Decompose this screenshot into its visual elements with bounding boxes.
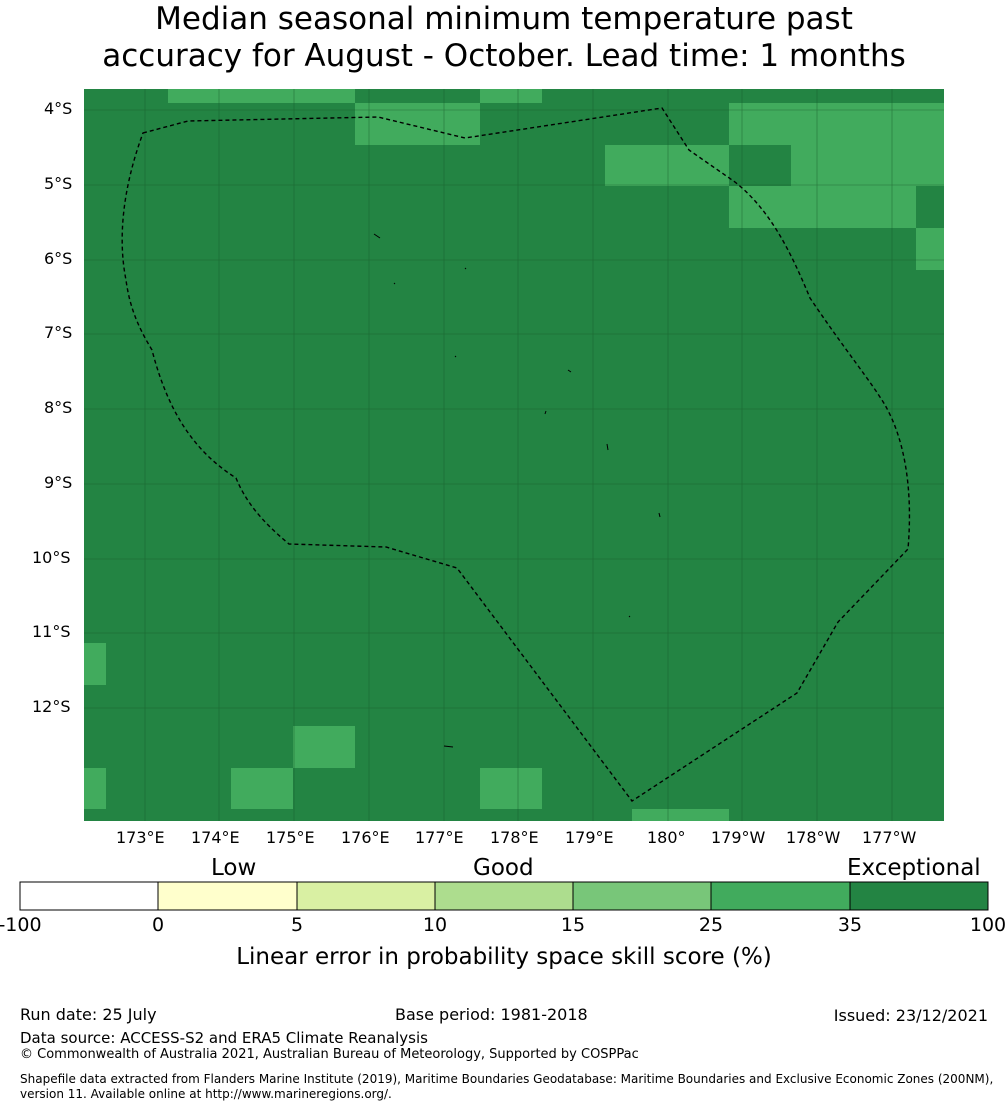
lon-label: 177°E <box>415 828 464 847</box>
cell <box>480 89 542 103</box>
lon-label: 180° <box>647 828 686 847</box>
island <box>606 443 609 451</box>
lon-label: 178°E <box>490 828 539 847</box>
colorbar-tick: 0 <box>151 914 165 936</box>
island <box>443 745 454 748</box>
cell <box>355 103 480 145</box>
copyright: © Commonwealth of Australia 2021, Austra… <box>20 1047 639 1062</box>
island <box>658 512 661 518</box>
cell <box>231 768 293 809</box>
lat-label: 11°S <box>32 622 71 641</box>
lat-label: 7°S <box>44 323 73 342</box>
cell <box>293 726 355 768</box>
colorbar-tick: 100 <box>969 914 1007 936</box>
lon-label: 177°W <box>862 828 917 847</box>
cell <box>84 643 106 685</box>
colorbar-segment-0-5 <box>157 881 298 911</box>
lon-label: 175°E <box>266 828 315 847</box>
colorbar-tick: -100 <box>0 914 42 936</box>
colorbar-segment-10-15 <box>434 881 574 911</box>
lon-label: 173°E <box>116 828 165 847</box>
cell <box>916 228 944 270</box>
cell <box>729 186 916 228</box>
base-period: Base period: 1981-2018 <box>395 1005 588 1024</box>
colorbar-segment-15-25 <box>572 881 712 911</box>
colorbar-category-exceptional: Exceptional <box>847 855 981 881</box>
colorbar-category-low: Low <box>211 855 257 881</box>
cell <box>84 768 106 809</box>
run-date: Run date: 25 July <box>20 1005 157 1024</box>
colorbar-segment-minus100-0 <box>19 881 159 911</box>
lat-label: 4°S <box>44 99 73 118</box>
shapefile-credit-line-1: Shapefile data extracted from Flanders M… <box>20 1072 994 1086</box>
lon-label: 176°E <box>341 828 390 847</box>
lon-label: 179°W <box>711 828 766 847</box>
map-title-line-2: accuracy for August - October. Lead time… <box>102 38 906 74</box>
colorbar-segment-35-100 <box>849 881 989 911</box>
shapefile-credit-line-2: version 11. Available online at http://w… <box>20 1087 392 1101</box>
cell <box>168 89 355 103</box>
map-title-line-1: Median seasonal minimum temperature past <box>155 1 853 37</box>
colorbar-axis-label: Linear error in probability space skill … <box>236 944 772 970</box>
colorbar-segment-25-35 <box>710 881 851 911</box>
island <box>464 267 467 270</box>
island <box>393 282 396 285</box>
colorbar-tick: 25 <box>698 914 724 936</box>
lat-label: 9°S <box>44 473 73 492</box>
lon-label: 174°E <box>191 828 240 847</box>
cell <box>480 768 542 809</box>
colorbar-tick: 5 <box>290 914 304 936</box>
cell <box>632 809 729 821</box>
colorbar-tick: 15 <box>560 914 586 936</box>
cell <box>791 145 944 186</box>
cell <box>605 145 729 186</box>
island <box>628 615 631 618</box>
lon-label: 178°W <box>786 828 841 847</box>
island <box>373 233 381 239</box>
cell <box>729 103 944 145</box>
lat-label: 10°S <box>32 548 71 567</box>
data-source: Data source: ACCESS-S2 and ERA5 Climate … <box>20 1029 428 1047</box>
lon-label: 179°E <box>565 828 614 847</box>
eez-boundary <box>121 107 911 802</box>
lat-label: 5°S <box>44 174 73 193</box>
island <box>454 355 457 358</box>
graticule <box>84 89 944 821</box>
colorbar-segment-5-10 <box>296 881 436 911</box>
lat-label: 12°S <box>32 697 71 716</box>
colorbar-tick: 35 <box>837 914 863 936</box>
colorbar <box>19 881 989 911</box>
islands <box>373 233 661 748</box>
issued-date: Issued: 23/12/2021 <box>833 1006 988 1025</box>
lat-label: 8°S <box>44 398 73 417</box>
colorbar-tick: 10 <box>422 914 448 936</box>
colorbar-category-good: Good <box>473 855 534 881</box>
island <box>567 369 572 373</box>
lat-label: 6°S <box>44 249 73 268</box>
island <box>544 410 547 415</box>
